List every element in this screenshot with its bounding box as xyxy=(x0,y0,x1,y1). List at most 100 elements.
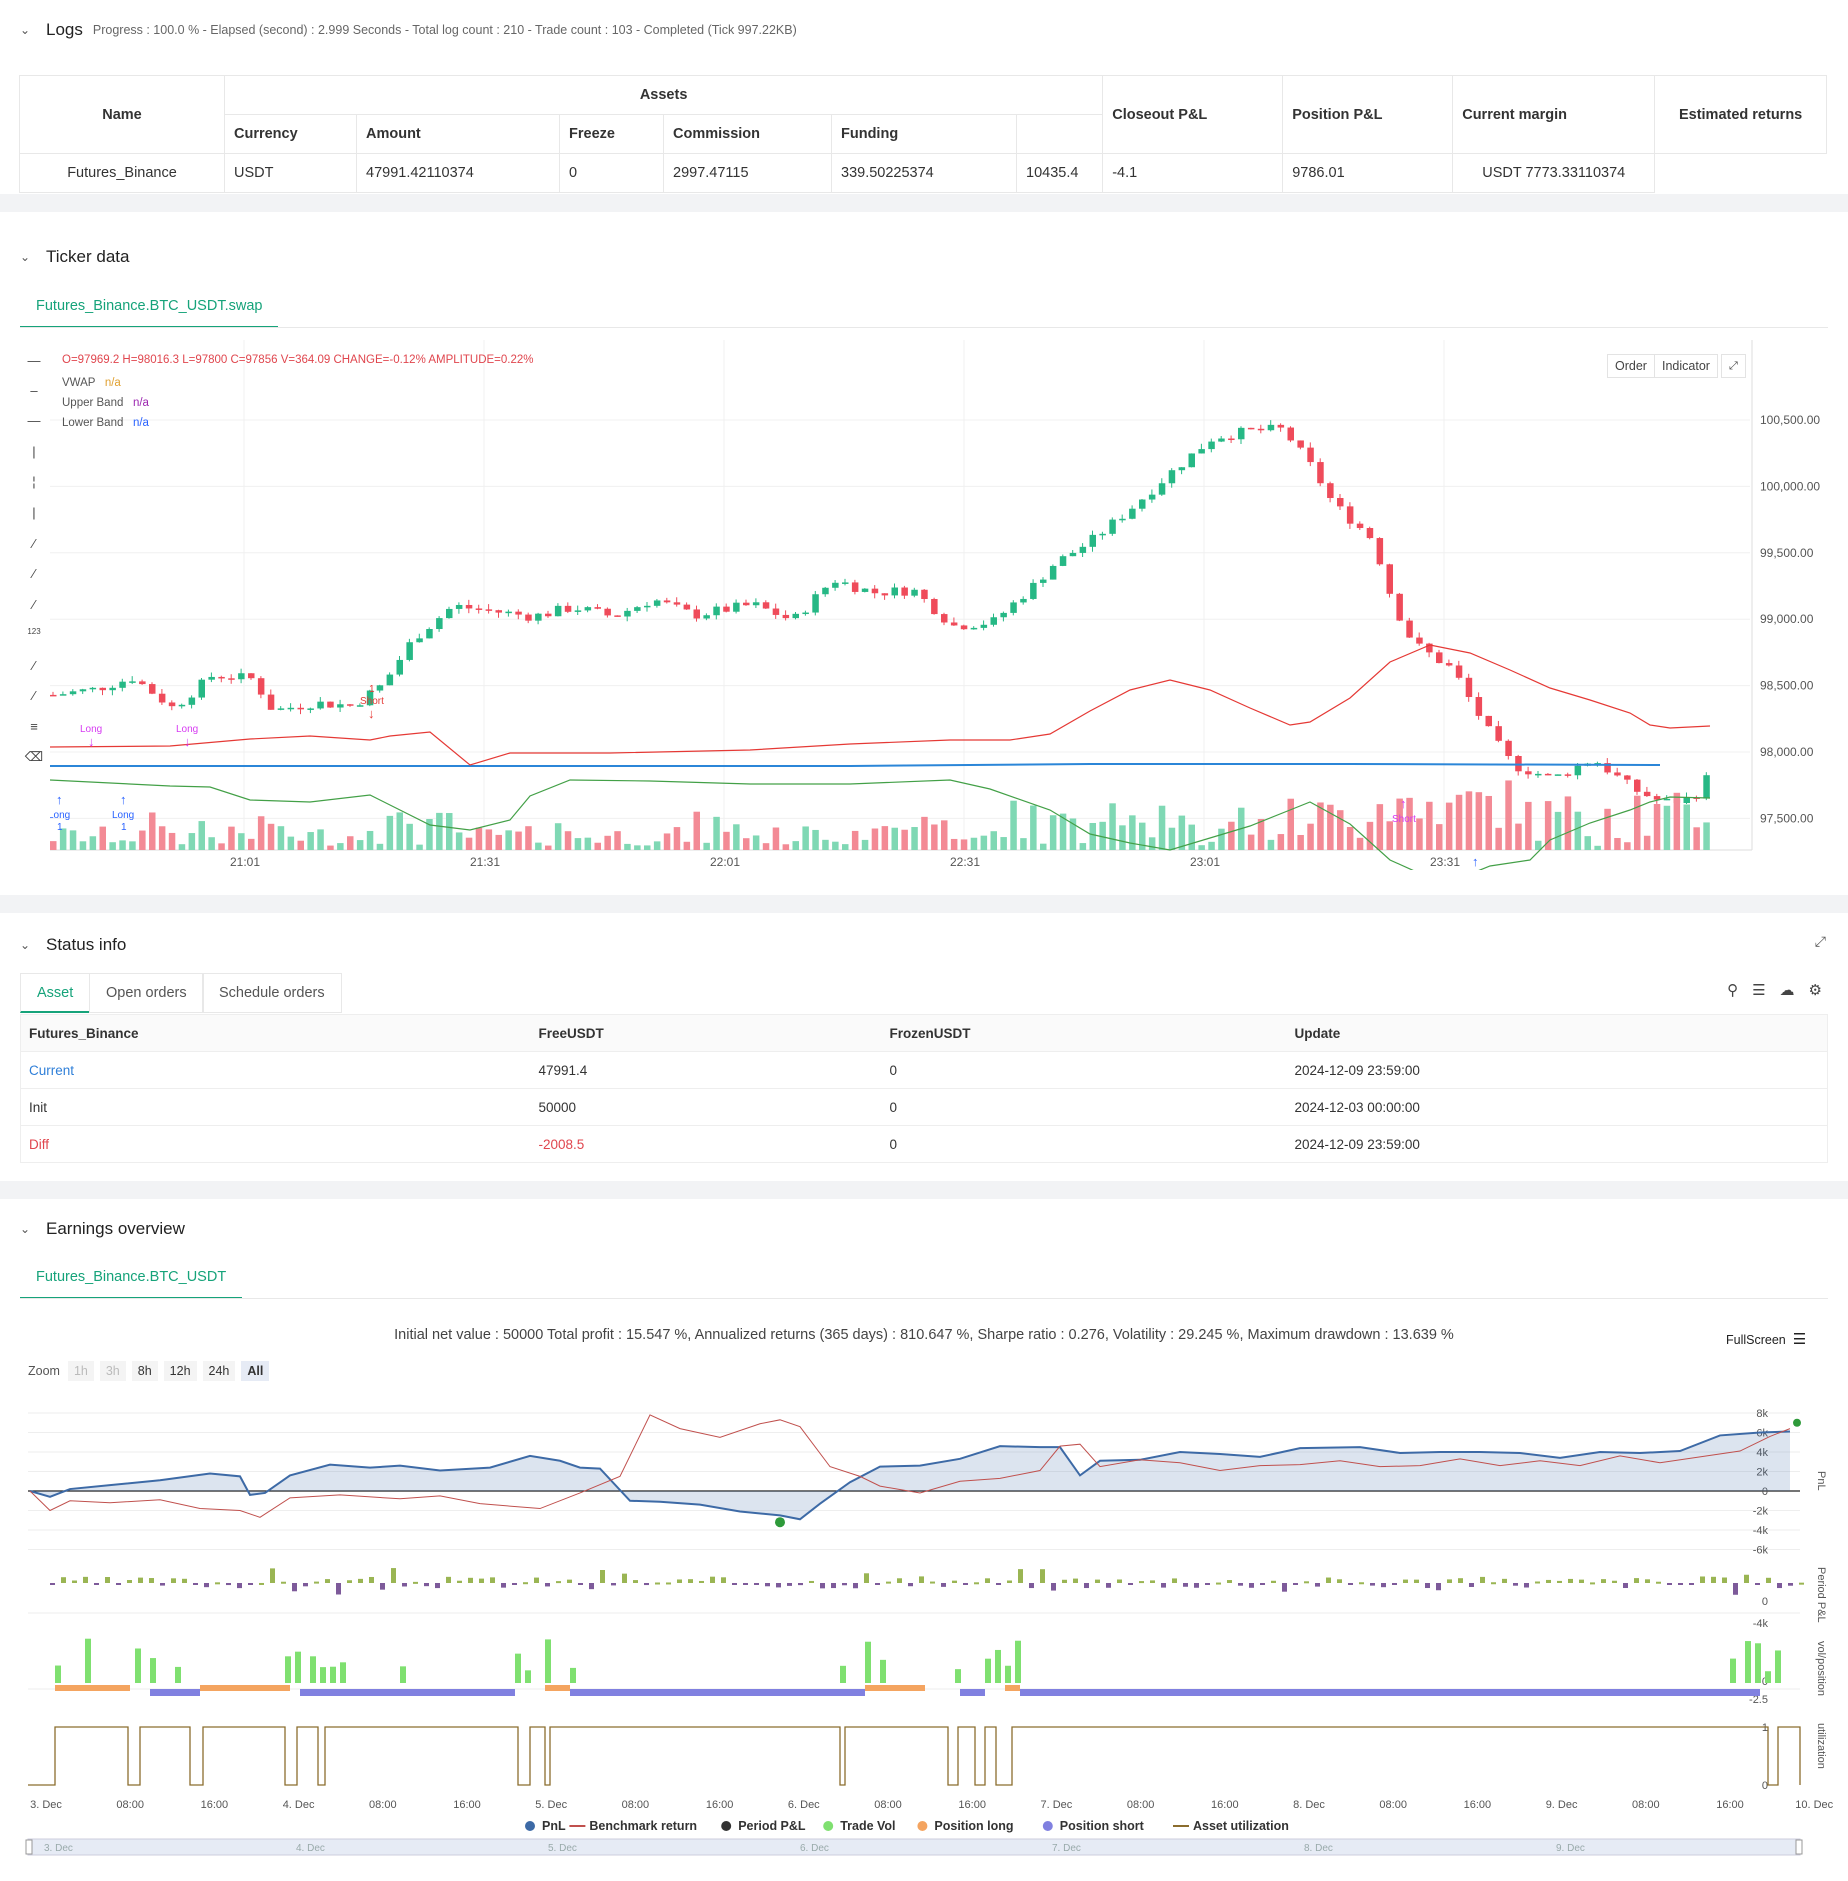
tab-schedule-orders[interactable]: Schedule orders xyxy=(202,973,342,1013)
period-bar xyxy=(1315,1583,1320,1587)
trade-vol-bar xyxy=(570,1667,576,1683)
period-bar xyxy=(182,1578,187,1583)
vertical-segment-icon[interactable]: | xyxy=(32,505,36,520)
trade-vol-bar xyxy=(1005,1665,1011,1683)
zoom-all[interactable]: All xyxy=(241,1361,270,1381)
candle-body xyxy=(584,607,592,611)
tab-btc-usdt[interactable]: Futures_Binance.BTC_USDT xyxy=(20,1257,243,1299)
period-bar xyxy=(490,1577,495,1583)
position-long-bar xyxy=(1005,1685,1020,1691)
volume-bar xyxy=(1495,827,1502,850)
ray-line-icon[interactable]: ∕ xyxy=(32,566,36,581)
vol-tick-label: -2.5 xyxy=(1749,1694,1768,1706)
candle-body xyxy=(802,612,809,615)
legend-label: Period P&L xyxy=(738,1819,806,1833)
volume-bar xyxy=(376,843,384,850)
period-bar xyxy=(1062,1579,1067,1583)
ticker-header[interactable]: ⌄ Ticker data xyxy=(20,245,129,269)
candle-body xyxy=(990,617,997,625)
candle-body xyxy=(673,602,681,605)
earnings-header[interactable]: ⌄ Earnings overview xyxy=(20,1217,185,1241)
menu-icon[interactable]: ☰ xyxy=(1792,1331,1807,1348)
candle-body xyxy=(347,704,354,706)
candle-body xyxy=(89,687,97,690)
zoom-24h[interactable]: 24h xyxy=(202,1361,236,1381)
collapse-icon[interactable]: ⤢ xyxy=(1814,933,1826,949)
period-bar xyxy=(545,1583,550,1587)
candle-body xyxy=(960,625,968,630)
candle-body xyxy=(752,602,760,606)
volume-bar xyxy=(1594,845,1601,850)
navigator-tick-label: 7. Dec xyxy=(1052,1843,1081,1854)
chevron-down-icon[interactable]: ⌄ xyxy=(20,23,31,37)
zoom-12h[interactable]: 12h xyxy=(163,1361,197,1381)
vertical-ray-icon[interactable]: ¦ xyxy=(32,474,36,489)
logs-header[interactable]: ⌄ Logs Progress : 100.0 % - Elapsed (sec… xyxy=(20,18,797,42)
col-frozen: FrozenUSDT xyxy=(881,1014,1287,1052)
order-button[interactable]: Order xyxy=(1607,354,1655,378)
cloud-download-icon[interactable]: ☁ xyxy=(1779,982,1795,999)
earnings-chart[interactable]: 8k 6k 4k 2k 0 -2k -4k -6k PnL 0 -4k Period P&L 0 -2.5… xyxy=(0,1389,1848,1881)
zoom-3h[interactable]: 3h xyxy=(99,1361,126,1381)
volume-bar xyxy=(693,811,700,850)
chevron-down-icon[interactable]: ⌄ xyxy=(20,250,31,264)
candle-body xyxy=(455,604,463,609)
indicator-button[interactable]: Indicator xyxy=(1654,354,1718,378)
chevron-down-icon[interactable]: ⌄ xyxy=(20,1222,31,1236)
horizontal-ray-icon[interactable]: – xyxy=(30,383,38,398)
trade-vol-bar xyxy=(310,1656,316,1683)
multi-line-icon[interactable]: ∕ xyxy=(32,688,36,703)
period-bar xyxy=(1436,1583,1441,1591)
arrow-up-icon: ↑ xyxy=(1472,854,1479,869)
chevron-down-icon[interactable]: ⌄ xyxy=(20,938,31,952)
volume-bar xyxy=(653,841,661,850)
list-icon[interactable]: ☰ xyxy=(1752,982,1766,999)
trade-vol-bar xyxy=(295,1651,301,1683)
legend-marker xyxy=(721,1821,732,1831)
period-bar xyxy=(875,1583,880,1585)
period-bar xyxy=(1370,1583,1375,1586)
period-bar xyxy=(1227,1580,1232,1583)
zoom-8h[interactable]: 8h xyxy=(131,1361,158,1381)
volume-bar xyxy=(1287,798,1294,850)
candle-body xyxy=(1307,447,1314,463)
period-bar xyxy=(468,1577,473,1583)
row-label-current[interactable]: Current xyxy=(20,1051,531,1089)
horizontal-segment-icon[interactable]: — xyxy=(27,413,41,428)
volume-bar xyxy=(277,826,285,850)
period-bar xyxy=(1348,1583,1353,1585)
candle-body xyxy=(50,694,57,697)
fullscreen-button[interactable]: FullScreen ☰ xyxy=(1726,1330,1806,1348)
parallel-channel-icon[interactable]: ∕ xyxy=(32,658,36,673)
period-bar xyxy=(820,1583,825,1589)
expand-icon[interactable]: ⤢ xyxy=(1721,354,1746,378)
search-icon[interactable]: ⚲ xyxy=(1727,982,1739,999)
status-header[interactable]: ⌄ Status info xyxy=(20,933,126,957)
x-tick-label: 8. Dec xyxy=(1293,1799,1325,1811)
x-tick-label: 16:00 xyxy=(1211,1799,1239,1811)
segment-line-icon[interactable]: ∕ xyxy=(32,597,36,612)
tab-asset[interactable]: Asset xyxy=(20,973,91,1013)
volume-bar xyxy=(574,838,582,850)
candle-body xyxy=(1109,519,1116,534)
indicator-legend: VWAP n/a Upper Band n/a Lower Band n/a xyxy=(62,373,149,433)
fibonacci-icon[interactable]: ≡ xyxy=(30,719,38,734)
vertical-line-icon[interactable]: | xyxy=(32,444,36,459)
zoom-1h[interactable]: 1h xyxy=(67,1361,94,1381)
volume-bar xyxy=(802,826,809,850)
volume-bar xyxy=(416,844,423,850)
logs-panel: ⌄ Logs Progress : 100.0 % - Elapsed (sec… xyxy=(0,0,1848,194)
horizontal-line-icon[interactable]: — xyxy=(27,353,41,368)
benchmark-line xyxy=(29,1414,1791,1518)
tab-open-orders[interactable]: Open orders xyxy=(89,973,204,1013)
candlestick-chart[interactable]: 100,500.00 100,000.00 99,500.00 99,000.00 98… xyxy=(50,340,1840,870)
gear-icon[interactable]: ⚙ xyxy=(1808,982,1822,999)
trend-line-icon[interactable]: ∕ xyxy=(32,536,36,551)
trash-icon[interactable]: ⌫ xyxy=(24,749,44,764)
volume-bar xyxy=(1218,828,1225,850)
col-assets: Assets xyxy=(223,75,1104,115)
tab-btc-usdt-swap[interactable]: Futures_Binance.BTC_USDT.swap xyxy=(20,286,279,328)
status-title: Status info xyxy=(46,935,127,954)
period-bar xyxy=(754,1583,759,1585)
price-label-icon[interactable]: 123 xyxy=(27,627,41,636)
